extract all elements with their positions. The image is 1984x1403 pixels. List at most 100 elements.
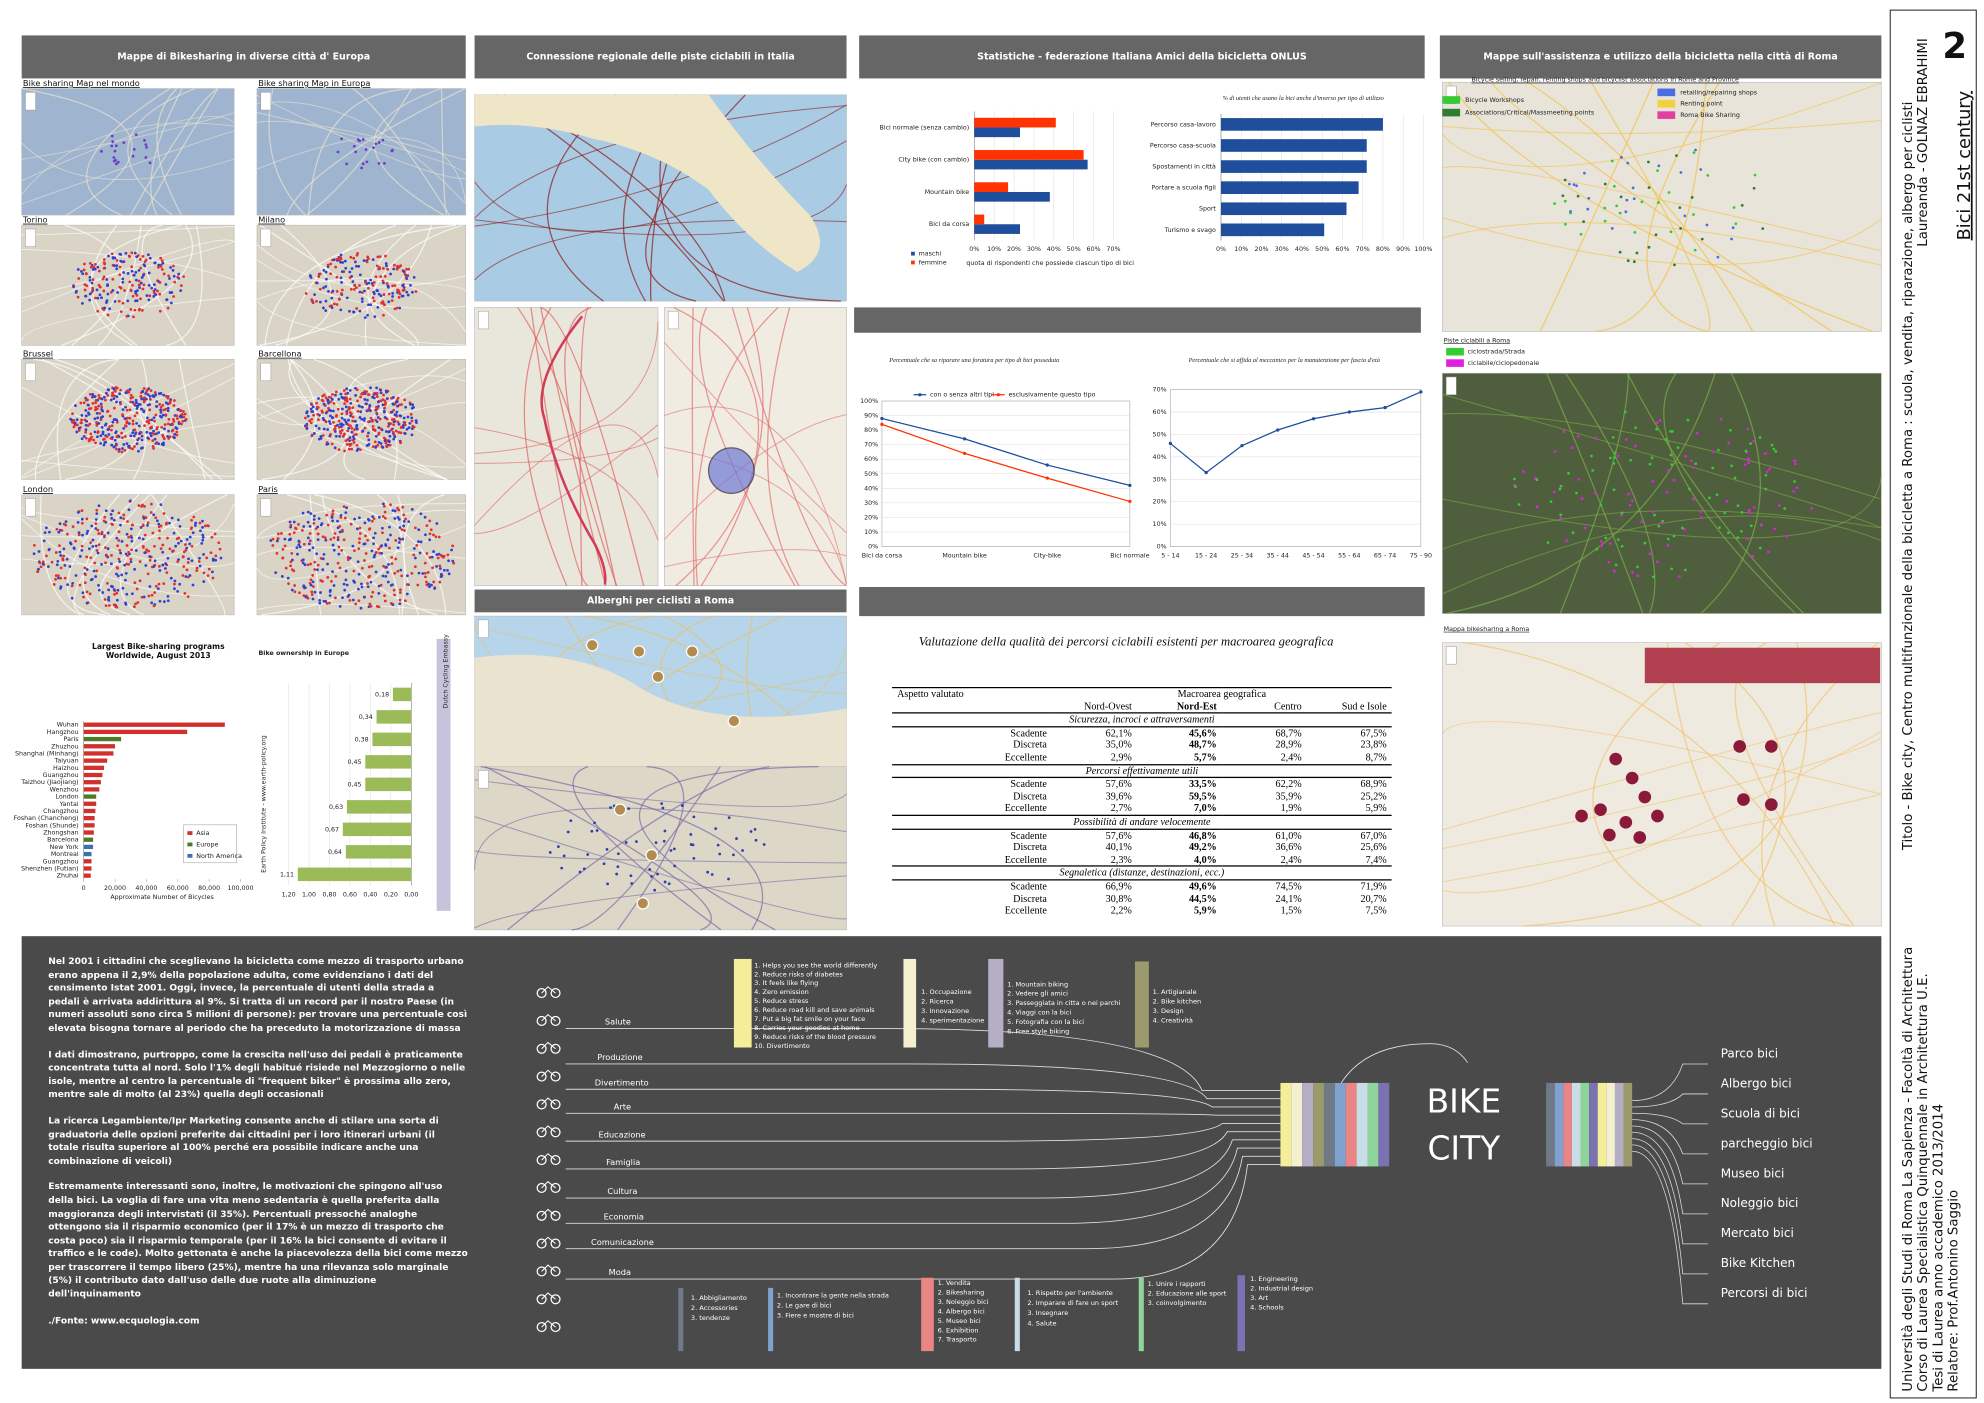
map-marker bbox=[64, 523, 68, 527]
map-marker bbox=[354, 602, 358, 606]
map-marker bbox=[374, 142, 378, 146]
category-label: Economia bbox=[604, 1212, 644, 1222]
map-marker bbox=[1652, 575, 1655, 579]
map-road bbox=[564, 306, 618, 586]
map-marker bbox=[414, 290, 418, 293]
map-marker bbox=[354, 394, 358, 397]
map-marker bbox=[373, 428, 377, 432]
bike-station bbox=[1625, 771, 1639, 785]
map-marker bbox=[323, 536, 327, 540]
map-marker bbox=[400, 528, 404, 532]
map-marker bbox=[393, 571, 397, 575]
map-marker bbox=[357, 547, 361, 551]
map-marker bbox=[75, 430, 79, 434]
map-road bbox=[1463, 642, 1836, 927]
map-marker bbox=[166, 599, 170, 603]
map-marker bbox=[366, 517, 370, 521]
map-marker bbox=[308, 539, 312, 543]
map-marker bbox=[168, 521, 171, 525]
map-marker bbox=[402, 524, 406, 528]
map-marker bbox=[90, 435, 93, 439]
map-marker bbox=[1648, 552, 1652, 556]
map-marker bbox=[310, 403, 314, 407]
map-marker bbox=[1620, 511, 1624, 515]
map-marker bbox=[378, 267, 382, 271]
x-tick-label: 60% bbox=[1335, 246, 1349, 253]
map-marker bbox=[548, 851, 552, 854]
map-marker bbox=[106, 531, 110, 535]
map bbox=[21, 87, 235, 216]
map-marker bbox=[140, 407, 143, 411]
map-marker bbox=[1699, 510, 1702, 514]
map-marker bbox=[359, 606, 363, 610]
map-marker bbox=[1591, 469, 1595, 472]
map-marker bbox=[146, 436, 150, 440]
bar bbox=[83, 744, 116, 749]
map-marker bbox=[287, 582, 291, 585]
map-marker bbox=[316, 538, 320, 542]
map-marker bbox=[81, 272, 85, 276]
map-marker bbox=[332, 302, 336, 306]
map-marker bbox=[58, 544, 61, 548]
map-marker bbox=[754, 838, 758, 842]
map-road bbox=[1442, 730, 1882, 894]
map-marker bbox=[163, 423, 167, 427]
city-stripe bbox=[1589, 1082, 1598, 1167]
map-marker bbox=[306, 596, 310, 600]
category-label: Spostamenti in città bbox=[1152, 163, 1216, 171]
map-road bbox=[73, 494, 151, 616]
cell: 45,6% bbox=[1188, 727, 1217, 739]
map-marker bbox=[113, 149, 117, 153]
category-label: Zhuhai bbox=[57, 873, 79, 880]
map-marker bbox=[106, 292, 110, 296]
map-marker bbox=[1610, 227, 1614, 230]
map-marker bbox=[175, 414, 179, 418]
map-marker bbox=[375, 395, 379, 399]
map-marker bbox=[80, 413, 84, 417]
value-label: 0,67 bbox=[325, 826, 339, 833]
map-marker bbox=[1651, 480, 1655, 483]
map-marker bbox=[397, 541, 401, 544]
map-marker bbox=[306, 414, 310, 418]
map-marker bbox=[148, 294, 152, 298]
map-marker bbox=[200, 541, 204, 545]
map-controls bbox=[25, 92, 36, 111]
map-marker bbox=[141, 523, 145, 527]
map-marker bbox=[139, 281, 143, 285]
map-road bbox=[1442, 222, 1882, 266]
x-tick-label: 50% bbox=[1067, 246, 1081, 253]
map-marker bbox=[376, 443, 380, 447]
map-road bbox=[1441, 82, 1882, 168]
map-marker bbox=[452, 561, 456, 565]
bike-icon-wheel bbox=[536, 1127, 547, 1138]
map-marker bbox=[148, 408, 152, 412]
map-road bbox=[367, 224, 417, 346]
map-marker bbox=[339, 308, 343, 312]
map-marker bbox=[153, 559, 157, 563]
value-label: 0,63 bbox=[329, 804, 343, 811]
map-marker bbox=[1620, 155, 1623, 159]
category-label: Haizhou bbox=[53, 765, 79, 772]
map-road bbox=[474, 875, 847, 929]
map-marker bbox=[113, 390, 117, 393]
map-marker bbox=[163, 567, 167, 570]
map-marker bbox=[1582, 220, 1586, 223]
section-title: Statistiche - federazione Italiana Amici… bbox=[977, 51, 1307, 62]
map-marker bbox=[322, 306, 325, 310]
map-marker bbox=[115, 267, 119, 271]
map-marker bbox=[194, 521, 198, 525]
map-marker bbox=[125, 592, 129, 596]
map-road bbox=[1592, 642, 1721, 927]
map-marker bbox=[274, 571, 278, 575]
map-marker bbox=[1730, 237, 1733, 241]
map-road bbox=[256, 396, 467, 465]
map-marker bbox=[176, 417, 179, 420]
map-marker bbox=[344, 439, 348, 443]
table-row: Aspetto valutato Macroarea geografica bbox=[892, 687, 1392, 701]
map-marker bbox=[341, 434, 345, 438]
map-marker bbox=[77, 429, 81, 432]
topic-bar bbox=[921, 1277, 934, 1352]
map-marker bbox=[351, 280, 355, 284]
credit-bar bbox=[436, 638, 451, 911]
map-road bbox=[474, 184, 847, 236]
